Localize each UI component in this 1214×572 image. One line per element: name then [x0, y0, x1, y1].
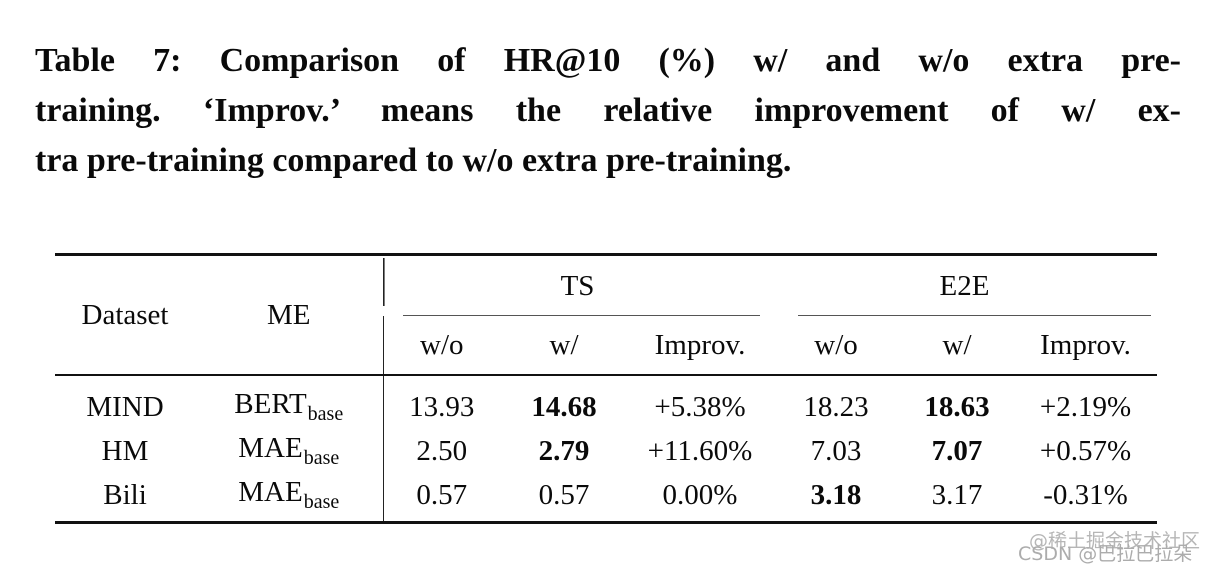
col-header-dataset: Dataset	[81, 298, 169, 331]
me-model: MAE	[238, 476, 303, 508]
me-model: MAE	[238, 432, 303, 464]
group-header-ts: TS	[383, 254, 772, 316]
caption-line-1: Table 7: Comparison of HR@10 (%) w/ and …	[35, 42, 1181, 79]
value-cell: 18.23	[772, 374, 900, 429]
value-cell: +11.60%	[647, 434, 753, 467]
value-cell: 2.50	[382, 429, 500, 473]
header-row-groups: Dataset ME TS E2E	[55, 254, 1157, 331]
table-row: Bili MAEbase 0.57 0.57 0.00% 3.18 3.17 -…	[55, 473, 1157, 523]
me-cell: MAEbase	[195, 429, 383, 473]
watermark-csdn: CSDN @巴拉巴拉朵	[1018, 543, 1193, 565]
value-cell: +5.38%	[628, 374, 772, 429]
results-table: Dataset ME TS E2E w/o w/ Improv. w/o	[55, 253, 1158, 524]
value-cell: 7.03	[810, 434, 862, 467]
value-cell: +0.57%	[1039, 434, 1132, 467]
results-table-wrapper: Dataset ME TS E2E w/o w/ Improv. w/o	[55, 253, 1158, 524]
group-header-e2e: E2E	[772, 255, 1157, 316]
value-cell: +2.19%	[1014, 374, 1158, 429]
me-model-subscript: base	[303, 491, 340, 513]
me-cell: BERTbase	[195, 374, 383, 429]
header-row-sub: w/o w/ Improv. w/o w/ Improv.	[55, 316, 1157, 375]
value-cell: 18.63	[900, 374, 1014, 429]
value-cell: 7.07	[931, 434, 983, 467]
value-cell: 13.93	[382, 374, 500, 429]
value-cell: 0.57	[538, 478, 590, 511]
col-header-me: ME	[267, 298, 311, 331]
subheader-e2e-improv: Improv.	[1040, 328, 1131, 361]
value-cell: 0.57	[382, 473, 500, 523]
table-caption: Table 7: Comparison of HR@10 (%) w/ and …	[35, 36, 1181, 186]
me-cell: MAEbase	[195, 473, 383, 523]
e2e-group-underline	[798, 315, 1152, 316]
subheader-ts-w: w/	[549, 328, 579, 361]
dataset-cell: MIND	[55, 374, 195, 429]
value-cell: -0.31%	[1043, 478, 1128, 511]
value-cell: 3.17	[931, 478, 983, 511]
caption-line-2: training. ‘Improv.’ means the relative i…	[35, 92, 1181, 129]
ts-group-underline	[403, 315, 760, 316]
subheader-e2e-w: w/	[942, 328, 972, 361]
dataset-cell: Bili	[103, 478, 147, 511]
value-cell: 3.18	[810, 478, 862, 511]
group-label-e2e: E2E	[939, 269, 990, 302]
me-model: BERT	[234, 388, 307, 420]
caption-line-3: tra pre-training compared to w/o extra p…	[35, 142, 792, 179]
me-model-subscript: base	[307, 403, 344, 425]
me-model-subscript: base	[303, 447, 340, 469]
dataset-cell: HM	[101, 434, 149, 467]
subheader-ts-improv: Improv.	[654, 328, 746, 361]
table-row: HM MAEbase 2.50 2.79 +11.60% 7.03 7.07 +…	[55, 429, 1157, 473]
value-cell: 2.79	[538, 434, 590, 467]
watermark-juejin: @稀土掘金技术社区	[1029, 530, 1201, 552]
table-row: MIND BERTbase 13.93 14.68 +5.38% 18.23 1…	[55, 374, 1158, 429]
group-label-ts: TS	[560, 269, 595, 302]
value-cell: 0.00%	[662, 478, 738, 511]
subheader-e2e-wo: w/o	[814, 328, 858, 361]
subheader-ts-wo: w/o	[382, 316, 500, 375]
value-cell: 14.68	[500, 374, 628, 429]
